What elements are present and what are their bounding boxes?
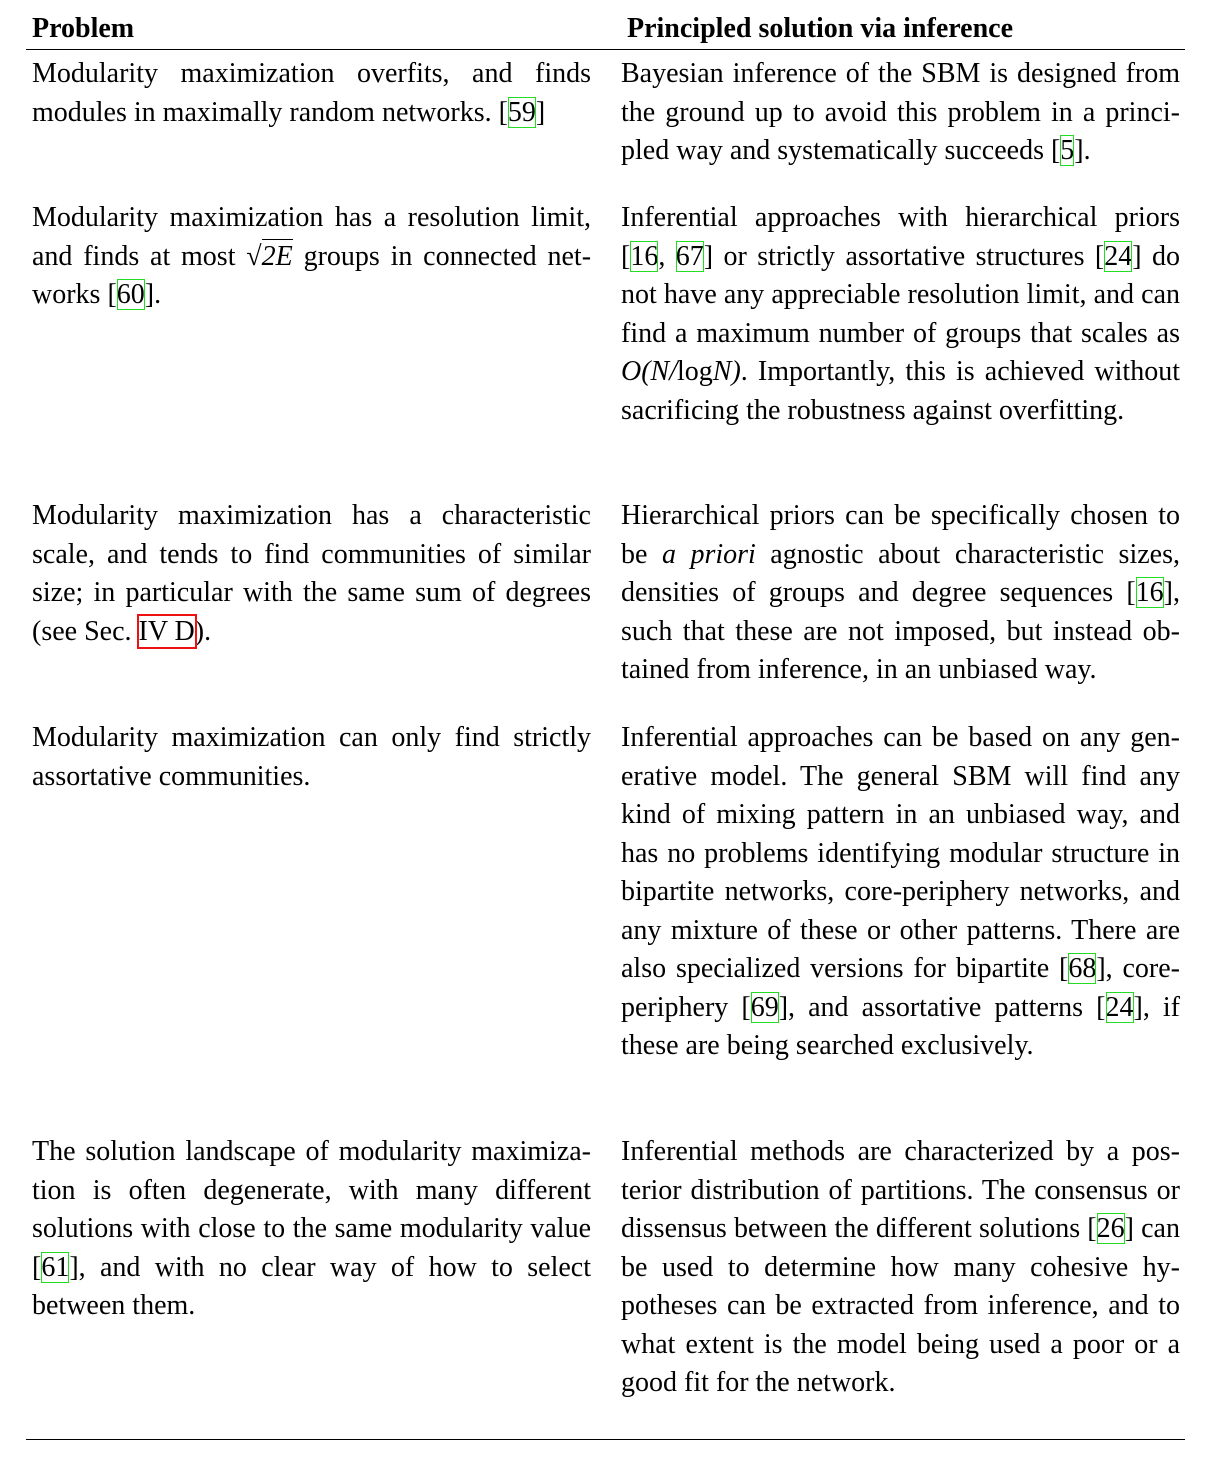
cell-text: Modularity maximization overfits, and fi… [32,58,591,128]
citation-link[interactable]: 16 [1135,577,1164,608]
cell-text: ] can be used to determine how many cohe… [621,1213,1180,1398]
cell-text: , [658,240,676,272]
cell-text: Bayesian inference of the SBM is designe… [621,58,1180,166]
cell-text: Inferential approaches with hierarchical… [621,202,1180,272]
citation-link[interactable]: 24 [1104,240,1133,272]
cell-text: ] do not have any appreciable resolution… [621,240,1181,349]
cell-text: . Importantly, this is achieved without … [621,356,1180,426]
citation-link[interactable]: 67 [675,240,704,272]
header-solution: Principled solution via inference [627,13,1014,44]
cell-text: ], such that these are not imposed, but … [621,577,1180,685]
emphasis-text: a priori [661,538,756,570]
section-link[interactable]: IV D [136,613,197,649]
cell-text: ]. [144,279,162,310]
problem-cell: Modularity maximization overfits, and fi… [32,55,591,132]
cell-text: ], if these are being searched exclusive… [621,991,1181,1062]
cell-text: ] or strictly assortative structures [ [703,240,1105,272]
cell-text: groups in connected net­works [ [32,240,592,311]
cell-text: ], and with no clear way of how to se­le… [32,1251,591,1322]
problem-cell: The solution landscape of modularity max… [32,1133,591,1326]
citation-link[interactable]: 59 [507,96,536,128]
citation-link[interactable]: 69 [750,991,779,1023]
solution-cell: Inferential approaches with hierarchical… [621,199,1180,430]
table-header: Problem Principled solution via inferenc… [26,10,1185,50]
citation-link[interactable]: 60 [116,279,145,310]
cell-text: Inferential methods are characterized by… [621,1136,1180,1244]
cell-text: Modularity maximization can only find st… [32,722,591,792]
header-problem: Problem [32,13,135,44]
solution-cell: Hierarchical priors can be specifically … [621,497,1180,690]
radicand: 2E [261,238,293,272]
citation-link[interactable]: 24 [1105,991,1134,1023]
cell-text: Modularity maximization has a characteri… [32,500,591,647]
citation-link[interactable]: 5 [1060,135,1075,166]
cell-text: agnostic about characteristic sizes, den… [621,538,1180,609]
citation-link[interactable]: 61 [41,1251,70,1283]
cell-text: ]. [1074,135,1091,166]
cell-text: Modularity maximization has a resolution… [32,202,591,272]
citation-link[interactable]: 16 [630,240,659,272]
cell-text: Hierarchical priors can be specifically … [621,500,1180,570]
problem-cell: Modularity maximization has a resolution… [32,199,591,315]
math-text: N) [712,356,741,387]
math-text: O(N/ [621,356,677,387]
cell-text: Inferential approaches can be based on a… [621,722,1180,984]
cell-text: ], and assorta­tive patterns [ [778,991,1106,1023]
sqrt-expression: √2E [246,238,293,277]
citation-link[interactable]: 68 [1068,953,1097,984]
comparison-table: Problem Principled solution via inferenc… [26,10,1185,1398]
problem-cell: Modularity maximization has a characteri… [32,497,591,651]
solution-cell: Inferential approaches can be based on a… [621,719,1180,1066]
radical-sign: √ [246,240,262,272]
solution-cell: Bayesian inference of the SBM is designe… [621,55,1180,171]
citation-link[interactable]: 26 [1096,1213,1125,1244]
solution-cell: Inferential methods are characterized by… [621,1133,1180,1403]
cell-text: ], core-periphery [ [621,953,1181,1023]
cell-text: log [677,356,713,387]
cell-text: ] [535,96,546,128]
cell-text: ). [194,615,212,647]
problem-cell: Modularity maximization can only find st… [32,719,591,796]
cell-text: The solution landscape of modularity max… [32,1136,591,1283]
bottom-rule [26,1439,1185,1440]
